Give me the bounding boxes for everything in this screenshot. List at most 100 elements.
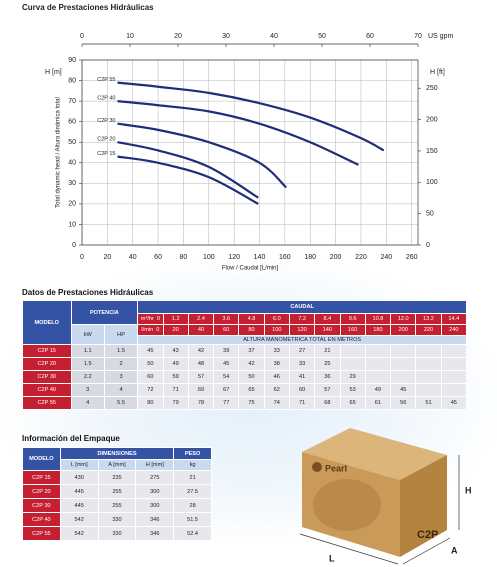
pump-print [313,479,381,531]
table-cell: DIMENSIONES [59,447,175,460]
y-tick-label: 60 [68,119,76,126]
table-cell [440,383,468,397]
table-row: C2P 15 1.1 1.5 45 43 42 39 37 33 27 21 [22,344,468,358]
table-cell: 80 [238,324,265,336]
table-title: Datos de Prestaciones Hidráulicas [22,288,154,297]
table-cell: 48 [187,357,215,371]
table-cell: 255 [97,498,137,513]
table-cell: 1.1 [70,344,105,358]
x-tick-label: 80 [180,254,188,261]
table-cell [390,357,417,371]
dim-line [299,533,399,565]
x-tick-label: 20 [103,254,111,261]
table-cell: 39 [213,344,240,358]
x2-tick-label: 70 [414,33,422,40]
x-tick-label: 160 [279,254,291,261]
model-print: C2P [417,529,438,541]
curve [117,141,259,199]
x-tick-label: 140 [254,254,266,261]
table-row: C2P 20 445 255 300 27.5 [22,484,212,499]
table-cell: 45 [137,344,164,358]
table-cell: 235 [97,470,137,485]
table-cell: C2P 30 [22,370,72,384]
x2-tick-label: 60 [366,33,374,40]
curve [117,81,385,152]
table-row: MODELO DIMENSIONES PESO [22,447,212,471]
table-cell: 69 [187,383,215,397]
table-cell: 160 [339,324,366,336]
table-cell: 100 [263,324,290,336]
table-cell: 33 [263,344,290,358]
x-tick-label: 60 [154,254,162,261]
table-row: C2P 30 445 255 300 28 [22,498,212,513]
x-tick-label: 200 [330,254,342,261]
table-cell: HP [103,324,139,345]
table-cell: C2P 40 [22,383,72,397]
table-cell: 29 [339,370,366,384]
table-cell: 77 [213,396,240,410]
dim-label: H [465,485,472,495]
table-cell: 74 [263,396,290,410]
table-cell: 40 [187,324,215,336]
table-cell: 14.4 [440,313,468,325]
table-cell: 12.0 [390,313,417,325]
table-cell: 275 [135,470,175,485]
dim-label: L [329,553,335,563]
table-cell: kW [70,324,105,345]
dim-label: A [451,545,458,555]
table-cell: 20 [162,324,189,336]
table-cell: 3.6 [213,313,240,325]
table-row: C2P 55 542 330 346 52.4 [22,526,212,541]
table-cell: CAUDAL [137,300,467,314]
x2-tick-label: 20 [174,33,182,40]
box-side [400,455,447,557]
table-cell: 49 [162,357,189,371]
table-cell: 28 [173,498,212,513]
table-cell: 42 [187,344,215,358]
x-tick-label: 40 [129,254,137,261]
table-cell: 200 [390,324,417,336]
table-cell [440,370,468,384]
legend-label: C2P 55 [97,77,115,83]
table-cell: 330 [97,512,137,527]
y2-tick-label: 100 [426,179,438,186]
table-row: C2P 40 542 330 346 51.5 [22,512,212,527]
table-cell: 79 [162,396,189,410]
table-cell: 4.8 [238,313,265,325]
table-row: m³/hr 0 1.2 2.4 3.6 4.8 6.0 7.2 8.4 9.6 10.8 12.0 13… [23,313,468,325]
table-cell: 2.4 [187,313,215,325]
table-cell: MODELO [22,300,72,345]
chart: Curva de Prestaciones Hidráulicas 0 20 40 6… [22,3,453,271]
table-cell [415,344,442,358]
table-cell: 72 [137,383,164,397]
table-cell: 45 [213,357,240,371]
table-row: C2P 15 430 235 275 21 [22,470,212,485]
table-cell: 25 [314,357,341,371]
table-cell: C2P 55 [22,526,61,541]
table-cell: 45 [440,396,468,410]
y-tick-label: 70 [68,98,76,105]
table-cell: kg [173,459,212,471]
table-cell: 21 [173,470,212,485]
table-cell: 21 [314,344,341,358]
table-cell: 37 [238,344,265,358]
header-text: 0 [156,327,160,333]
x-tick-label: 120 [228,254,240,261]
table-cell [415,383,442,397]
table-cell: 1.2 [162,313,189,325]
table-cell: 120 [288,324,316,336]
table-cell: ALTURA MANOMETRICA TOTAL EN METROS [137,335,467,345]
y-tick-label: 20 [68,201,76,208]
table-cell: C2P 55 [22,396,72,410]
table-cell: 62 [263,383,290,397]
table-cell: 6.0 [263,313,290,325]
table-cell [364,344,392,358]
x-tick-label: 0 [80,254,84,261]
table-cell: 4 [70,396,105,410]
table-cell: 71 [288,396,316,410]
table-cell: 2 [103,357,139,371]
curve [117,122,287,189]
table-cell: 9.6 [339,313,366,325]
y2-unit: H [ft] [430,69,445,76]
table-cell: 56 [390,396,417,410]
